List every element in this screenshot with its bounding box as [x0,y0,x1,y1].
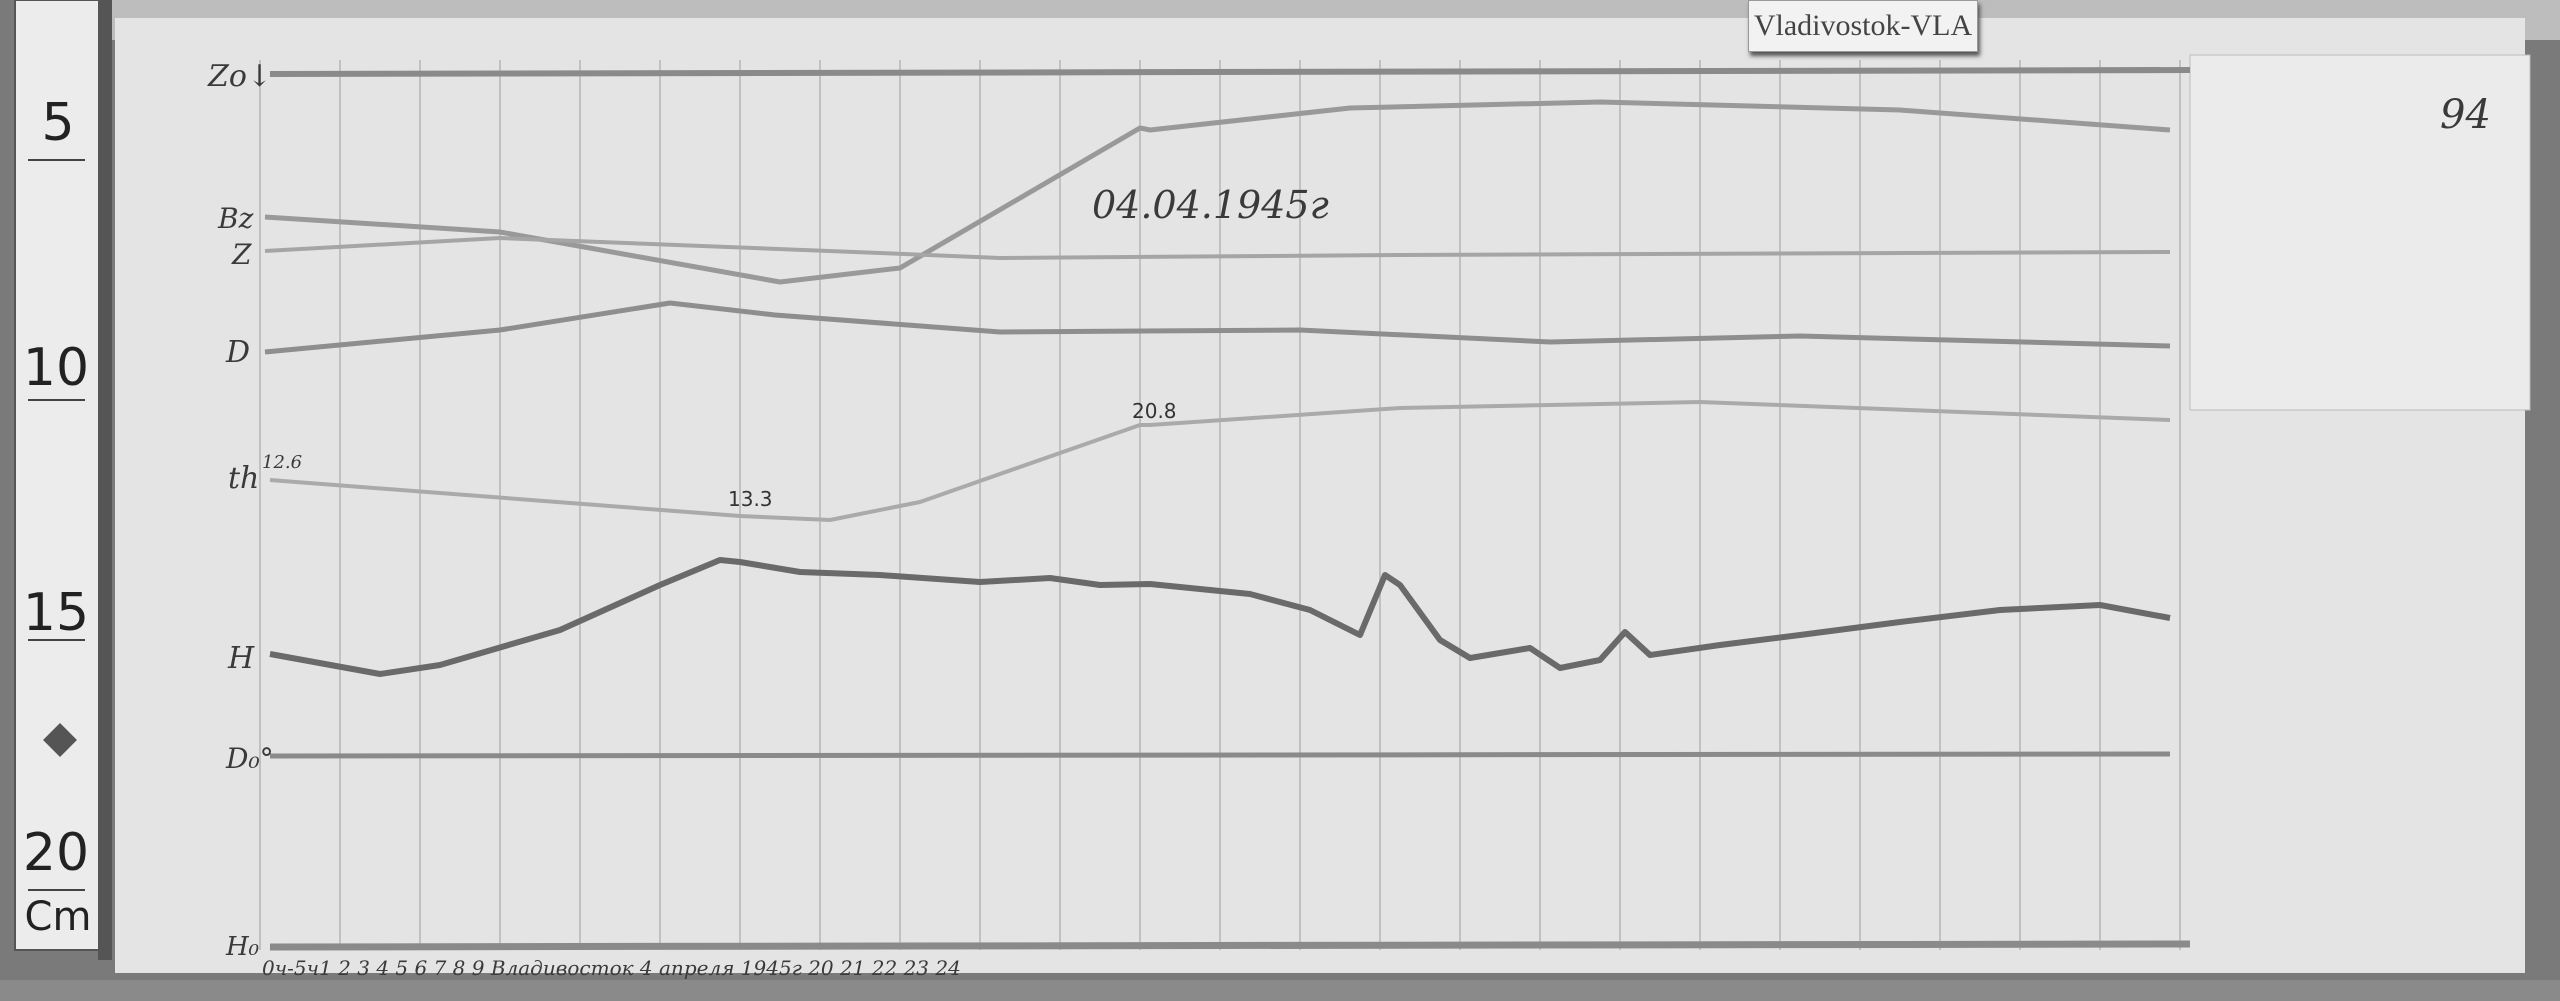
annotation-th-start: 12.6 [262,452,302,473]
label-h: H [227,641,255,676]
trace-d [264,300,2171,355]
paper [115,18,2525,973]
label-d: D [225,335,250,370]
label-zo: Zo↓ [207,59,272,94]
trace-h [269,557,2171,677]
label-bz: Bz [217,202,254,235]
label-z: Z [231,238,252,271]
ruler-mark-15: 15 [23,583,89,643]
trace-do [269,751,2171,759]
ruler-mark-10: 10 [23,338,89,398]
annotation-th-max: 20.8 [1132,399,1177,423]
label-th: th [228,461,259,496]
trace-h0 [269,940,2191,951]
trace-z [264,236,2171,260]
trace-zo [269,67,2191,77]
sheet-number: 94 [2440,92,2491,138]
label-h0: H₀ [225,932,260,962]
ruler-unit: Cm [25,894,92,940]
ruler-mark-20: 20 [23,823,89,883]
trace-bz [264,99,2171,285]
ruler-mark-5: 5 [41,93,74,153]
date-note: 04.04.1945г [1092,183,1329,227]
annotation-th-min: 13.3 [728,487,773,511]
station-label: Vladivostok-VLA [1748,0,1978,52]
label-do: D₀° [225,742,274,775]
ruler: 5 10 15 20 Cm [14,0,112,960]
trace-th [269,400,2171,522]
bottom-note: 0ч-5ч1 2 3 4 5 6 7 8 9 Владивосток 4 апр… [262,956,961,980]
